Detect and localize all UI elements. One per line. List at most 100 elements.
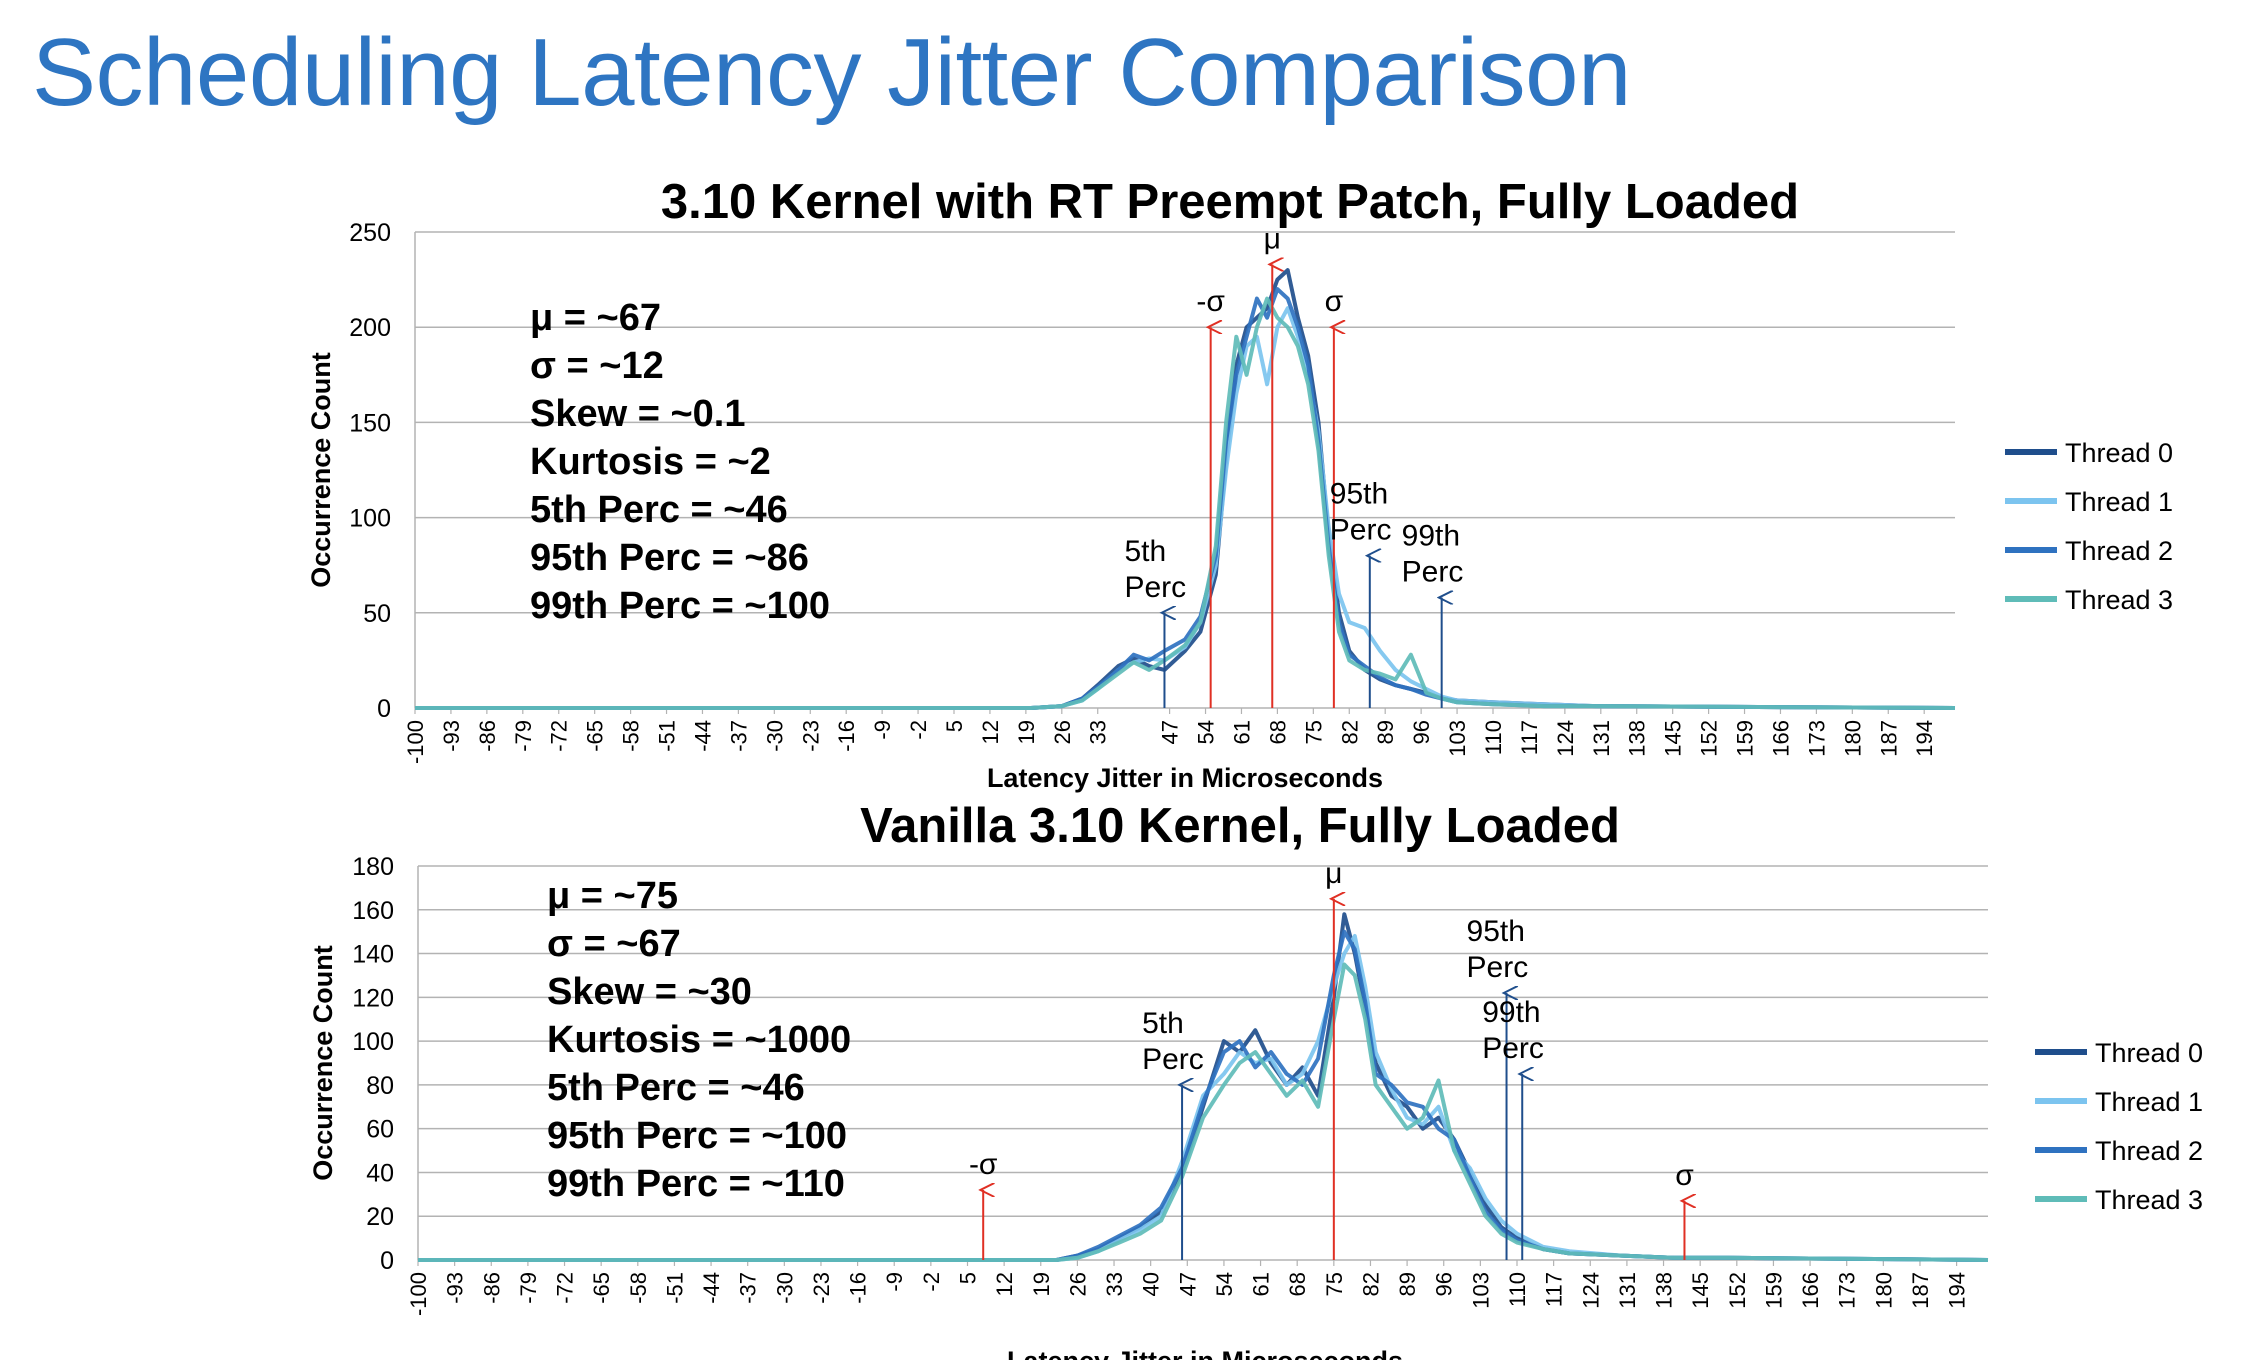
x-tick-label: -16 [846,1272,871,1304]
x-tick-label: 117 [1517,720,1542,755]
marker-label: 95th Perc [1467,915,1529,984]
stat-line: 5th Perc = ~46 [547,1067,805,1109]
x-tick-label: -37 [736,1272,761,1304]
x-tick-label: -100 [406,1272,431,1316]
x-tick-label: 131 [1589,720,1614,757]
x-tick-label: -79 [511,720,536,752]
x-tick-label: 152 [1725,1272,1750,1309]
y-tick-label: 0 [377,695,391,723]
stat-line: σ = ~12 [530,345,664,387]
x-tick-label: 19 [1014,720,1039,744]
legend-label: Thread 3 [2095,1185,2203,1215]
x-tick-label: 152 [1697,720,1722,757]
x-tick-label: -72 [553,1272,578,1304]
marker-label: 99th Perc [1402,520,1464,589]
x-tick-label: 110 [1481,720,1506,755]
y-tick-label: 120 [352,984,394,1012]
x-tick-label: 145 [1661,720,1686,757]
y-tick-label: 250 [349,219,391,247]
legend-label: Thread 1 [2095,1087,2203,1117]
x-tick-label: 103 [1468,1272,1493,1309]
x-tick-label: 187 [1876,720,1901,757]
x-tick-label: 61 [1229,720,1254,744]
x-tick-label: 19 [1029,1272,1054,1296]
x-tick-label: -2 [906,720,931,740]
x-tick-label: 26 [1065,1272,1090,1296]
stat-line: 99th Perc = ~100 [530,585,830,627]
y-tick-label: 20 [366,1203,394,1231]
y-tick-label: 0 [380,1247,394,1275]
stat-line: μ = ~75 [547,875,678,917]
x-axis-label: Latency Jitter in Microseconds [987,763,1383,793]
x-tick-label: 61 [1249,1272,1274,1296]
x-tick-label: 103 [1445,720,1470,757]
legend-label: Thread 3 [2065,585,2173,615]
chart-rt-preempt: 3.10 Kernel with RT Preempt Patch, Fully… [306,175,2173,793]
chart-title: 3.10 Kernel with RT Preempt Patch, Fully… [661,175,1799,229]
y-tick-label: 50 [363,600,391,628]
x-tick-label: 96 [1432,1272,1457,1296]
x-tick-label: -86 [479,1272,504,1304]
x-tick-label: 33 [1086,720,1111,744]
x-tick-label: -16 [834,720,859,752]
marker-label: σ [1325,285,1344,318]
x-tick-label: 124 [1578,1272,1603,1309]
x-tick-label: 89 [1373,720,1398,744]
x-tick-label: -86 [475,720,500,752]
x-tick-label: -58 [626,1272,651,1304]
x-tick-label: -23 [798,720,823,752]
y-tick-label: 160 [352,897,394,925]
x-tick-label: 47 [1158,720,1183,744]
chart-vanilla: Vanilla 3.10 Kernel, Fully Loaded 0 20 40 60… [308,799,2203,1360]
y-axis-label: Occurrence Count [306,352,336,588]
x-tick-label: -58 [619,720,644,752]
y-tick-label: 180 [352,853,394,881]
y-tick-label: 40 [366,1159,394,1187]
x-tick-label: 12 [992,1272,1017,1296]
stat-line: 95th Perc = ~100 [547,1115,847,1157]
x-tick-label: 54 [1194,720,1219,744]
x-tick-label: 166 [1798,1272,1823,1309]
x-tick-label: 110 [1505,1272,1530,1307]
x-tick-label: -65 [589,1272,614,1304]
x-tick-label: 68 [1285,1272,1310,1296]
marker-label: 99th Perc [1482,996,1544,1065]
x-tick-label: 166 [1768,720,1793,757]
x-tick-label: 187 [1908,1272,1933,1309]
x-tick-label: 159 [1761,1272,1786,1309]
stat-line: σ = ~67 [547,923,681,965]
x-tick-label: 173 [1835,1272,1860,1309]
x-tick-label: 82 [1358,1272,1383,1296]
slide-title: Scheduling Latency Jitter Comparison [32,19,1631,126]
x-tick-label: 159 [1733,720,1758,757]
x-tick-label: 89 [1395,1272,1420,1296]
x-tick-label: -100 [403,720,428,764]
legend-label: Thread 0 [2095,1038,2203,1068]
x-tick-label: -9 [882,1272,907,1292]
y-tick-label: 150 [349,409,391,437]
x-tick-label: -44 [690,720,715,752]
x-tick-label: 26 [1050,720,1075,744]
x-tick-label: 131 [1615,1272,1640,1309]
marker-label: 5th Perc [1124,535,1186,604]
x-tick-label: -9 [870,720,895,740]
legend-label: Thread 2 [2065,536,2173,566]
x-tick-label: -72 [547,720,572,752]
stat-line: 5th Perc = ~46 [530,489,788,531]
stat-line: Kurtosis = ~2 [530,441,771,483]
x-tick-label: -2 [919,1272,944,1292]
marker-label: 95th Perc [1330,478,1392,547]
x-tick-label: 47 [1175,1272,1200,1296]
x-tick-label: 5 [942,720,967,732]
y-tick-label: 100 [349,505,391,533]
x-tick-label: 33 [1102,1272,1127,1296]
y-tick-label: 60 [366,1116,394,1144]
x-tick-label: 194 [1912,720,1937,757]
marker-label: -σ [969,1148,998,1181]
legend-label: Thread 0 [2065,438,2173,468]
x-tick-label: -37 [726,720,751,752]
legend-label: Thread 1 [2065,487,2173,517]
marker-label: -σ [1196,285,1225,318]
x-tick-label: 138 [1652,1272,1677,1309]
